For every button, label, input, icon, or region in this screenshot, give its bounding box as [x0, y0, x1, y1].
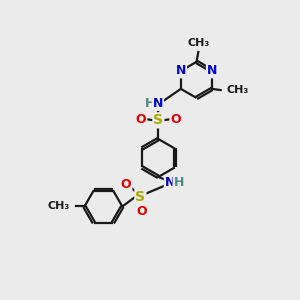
Text: H: H [145, 97, 156, 110]
Text: O: O [136, 113, 146, 126]
Text: O: O [121, 178, 131, 191]
Text: O: O [170, 113, 181, 126]
Text: H: H [173, 176, 184, 189]
Text: O: O [136, 205, 147, 218]
Text: CH₃: CH₃ [227, 85, 249, 95]
Text: N: N [153, 97, 163, 110]
Text: S: S [153, 113, 164, 127]
Text: N: N [176, 64, 186, 77]
Text: N: N [165, 176, 175, 189]
Text: S: S [135, 190, 146, 203]
Text: N: N [207, 64, 217, 77]
Text: CH₃: CH₃ [47, 202, 69, 212]
Text: CH₃: CH₃ [187, 38, 209, 48]
